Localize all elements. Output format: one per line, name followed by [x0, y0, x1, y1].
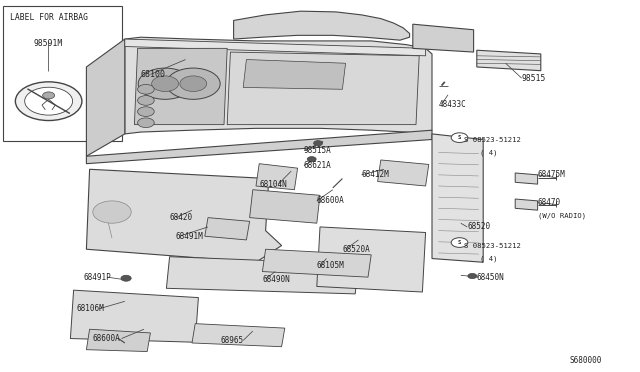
- Text: S: S: [458, 240, 461, 245]
- Text: 98515: 98515: [522, 74, 546, 83]
- Text: 68600A: 68600A: [317, 196, 344, 205]
- Text: 68412M: 68412M: [362, 170, 389, 179]
- Text: 68470: 68470: [538, 198, 561, 207]
- Text: 98591M: 98591M: [33, 39, 63, 48]
- Circle shape: [138, 96, 154, 105]
- Text: 68491M: 68491M: [176, 232, 204, 241]
- Text: 68104N: 68104N: [259, 180, 287, 189]
- Circle shape: [166, 68, 220, 99]
- FancyBboxPatch shape: [3, 6, 122, 141]
- Circle shape: [307, 157, 316, 162]
- Text: 68105M: 68105M: [317, 262, 344, 270]
- Polygon shape: [234, 11, 410, 40]
- Circle shape: [15, 82, 82, 121]
- Circle shape: [93, 201, 131, 223]
- Text: LABEL FOR AIRBAG: LABEL FOR AIRBAG: [10, 13, 88, 22]
- Text: S: S: [458, 135, 461, 140]
- Text: 68475M: 68475M: [538, 170, 565, 179]
- Circle shape: [121, 275, 131, 281]
- Text: (W/O RADIO): (W/O RADIO): [538, 212, 586, 219]
- Circle shape: [138, 107, 154, 116]
- Polygon shape: [515, 173, 538, 184]
- Polygon shape: [262, 249, 371, 277]
- Polygon shape: [243, 60, 346, 89]
- Text: 68520A: 68520A: [342, 245, 370, 254]
- Text: 68621A: 68621A: [304, 161, 332, 170]
- Circle shape: [152, 76, 179, 92]
- Circle shape: [25, 87, 72, 115]
- Polygon shape: [70, 290, 198, 342]
- Text: S680000: S680000: [570, 356, 602, 365]
- Circle shape: [43, 92, 54, 99]
- Polygon shape: [317, 227, 426, 292]
- Polygon shape: [413, 24, 474, 52]
- Text: 98515A: 98515A: [304, 146, 332, 155]
- Polygon shape: [192, 324, 285, 347]
- Circle shape: [180, 76, 207, 92]
- Polygon shape: [432, 134, 483, 262]
- Polygon shape: [378, 160, 429, 186]
- Polygon shape: [86, 329, 150, 352]
- Text: 68965: 68965: [221, 336, 244, 345]
- Text: ( 4): ( 4): [480, 149, 497, 156]
- Polygon shape: [125, 37, 432, 134]
- Text: 68106M: 68106M: [77, 304, 104, 313]
- Polygon shape: [166, 257, 358, 294]
- Polygon shape: [86, 130, 432, 164]
- Text: ( 4): ( 4): [480, 255, 497, 262]
- Polygon shape: [134, 48, 227, 125]
- Text: 68600A: 68600A: [93, 334, 120, 343]
- Circle shape: [314, 141, 323, 146]
- Polygon shape: [256, 164, 298, 190]
- Text: S 08523-51212: S 08523-51212: [464, 137, 521, 142]
- Polygon shape: [227, 52, 419, 125]
- Circle shape: [468, 273, 477, 279]
- Circle shape: [451, 238, 468, 247]
- Polygon shape: [477, 50, 541, 71]
- Text: 68491P: 68491P: [83, 273, 111, 282]
- Text: 68450N: 68450N: [477, 273, 504, 282]
- Circle shape: [451, 133, 468, 142]
- Text: 68490N: 68490N: [262, 275, 290, 283]
- Polygon shape: [515, 199, 538, 210]
- Text: 68100: 68100: [141, 70, 166, 79]
- Text: 68420: 68420: [170, 213, 193, 222]
- Polygon shape: [125, 39, 426, 56]
- Circle shape: [138, 68, 192, 99]
- Text: 48433C: 48433C: [438, 100, 466, 109]
- Text: S 08523-51212: S 08523-51212: [464, 243, 521, 248]
- Text: 68520: 68520: [467, 222, 490, 231]
- Polygon shape: [86, 39, 125, 156]
- Polygon shape: [205, 218, 250, 240]
- Circle shape: [138, 84, 154, 94]
- Polygon shape: [86, 169, 282, 262]
- Circle shape: [138, 118, 154, 128]
- Polygon shape: [250, 190, 320, 223]
